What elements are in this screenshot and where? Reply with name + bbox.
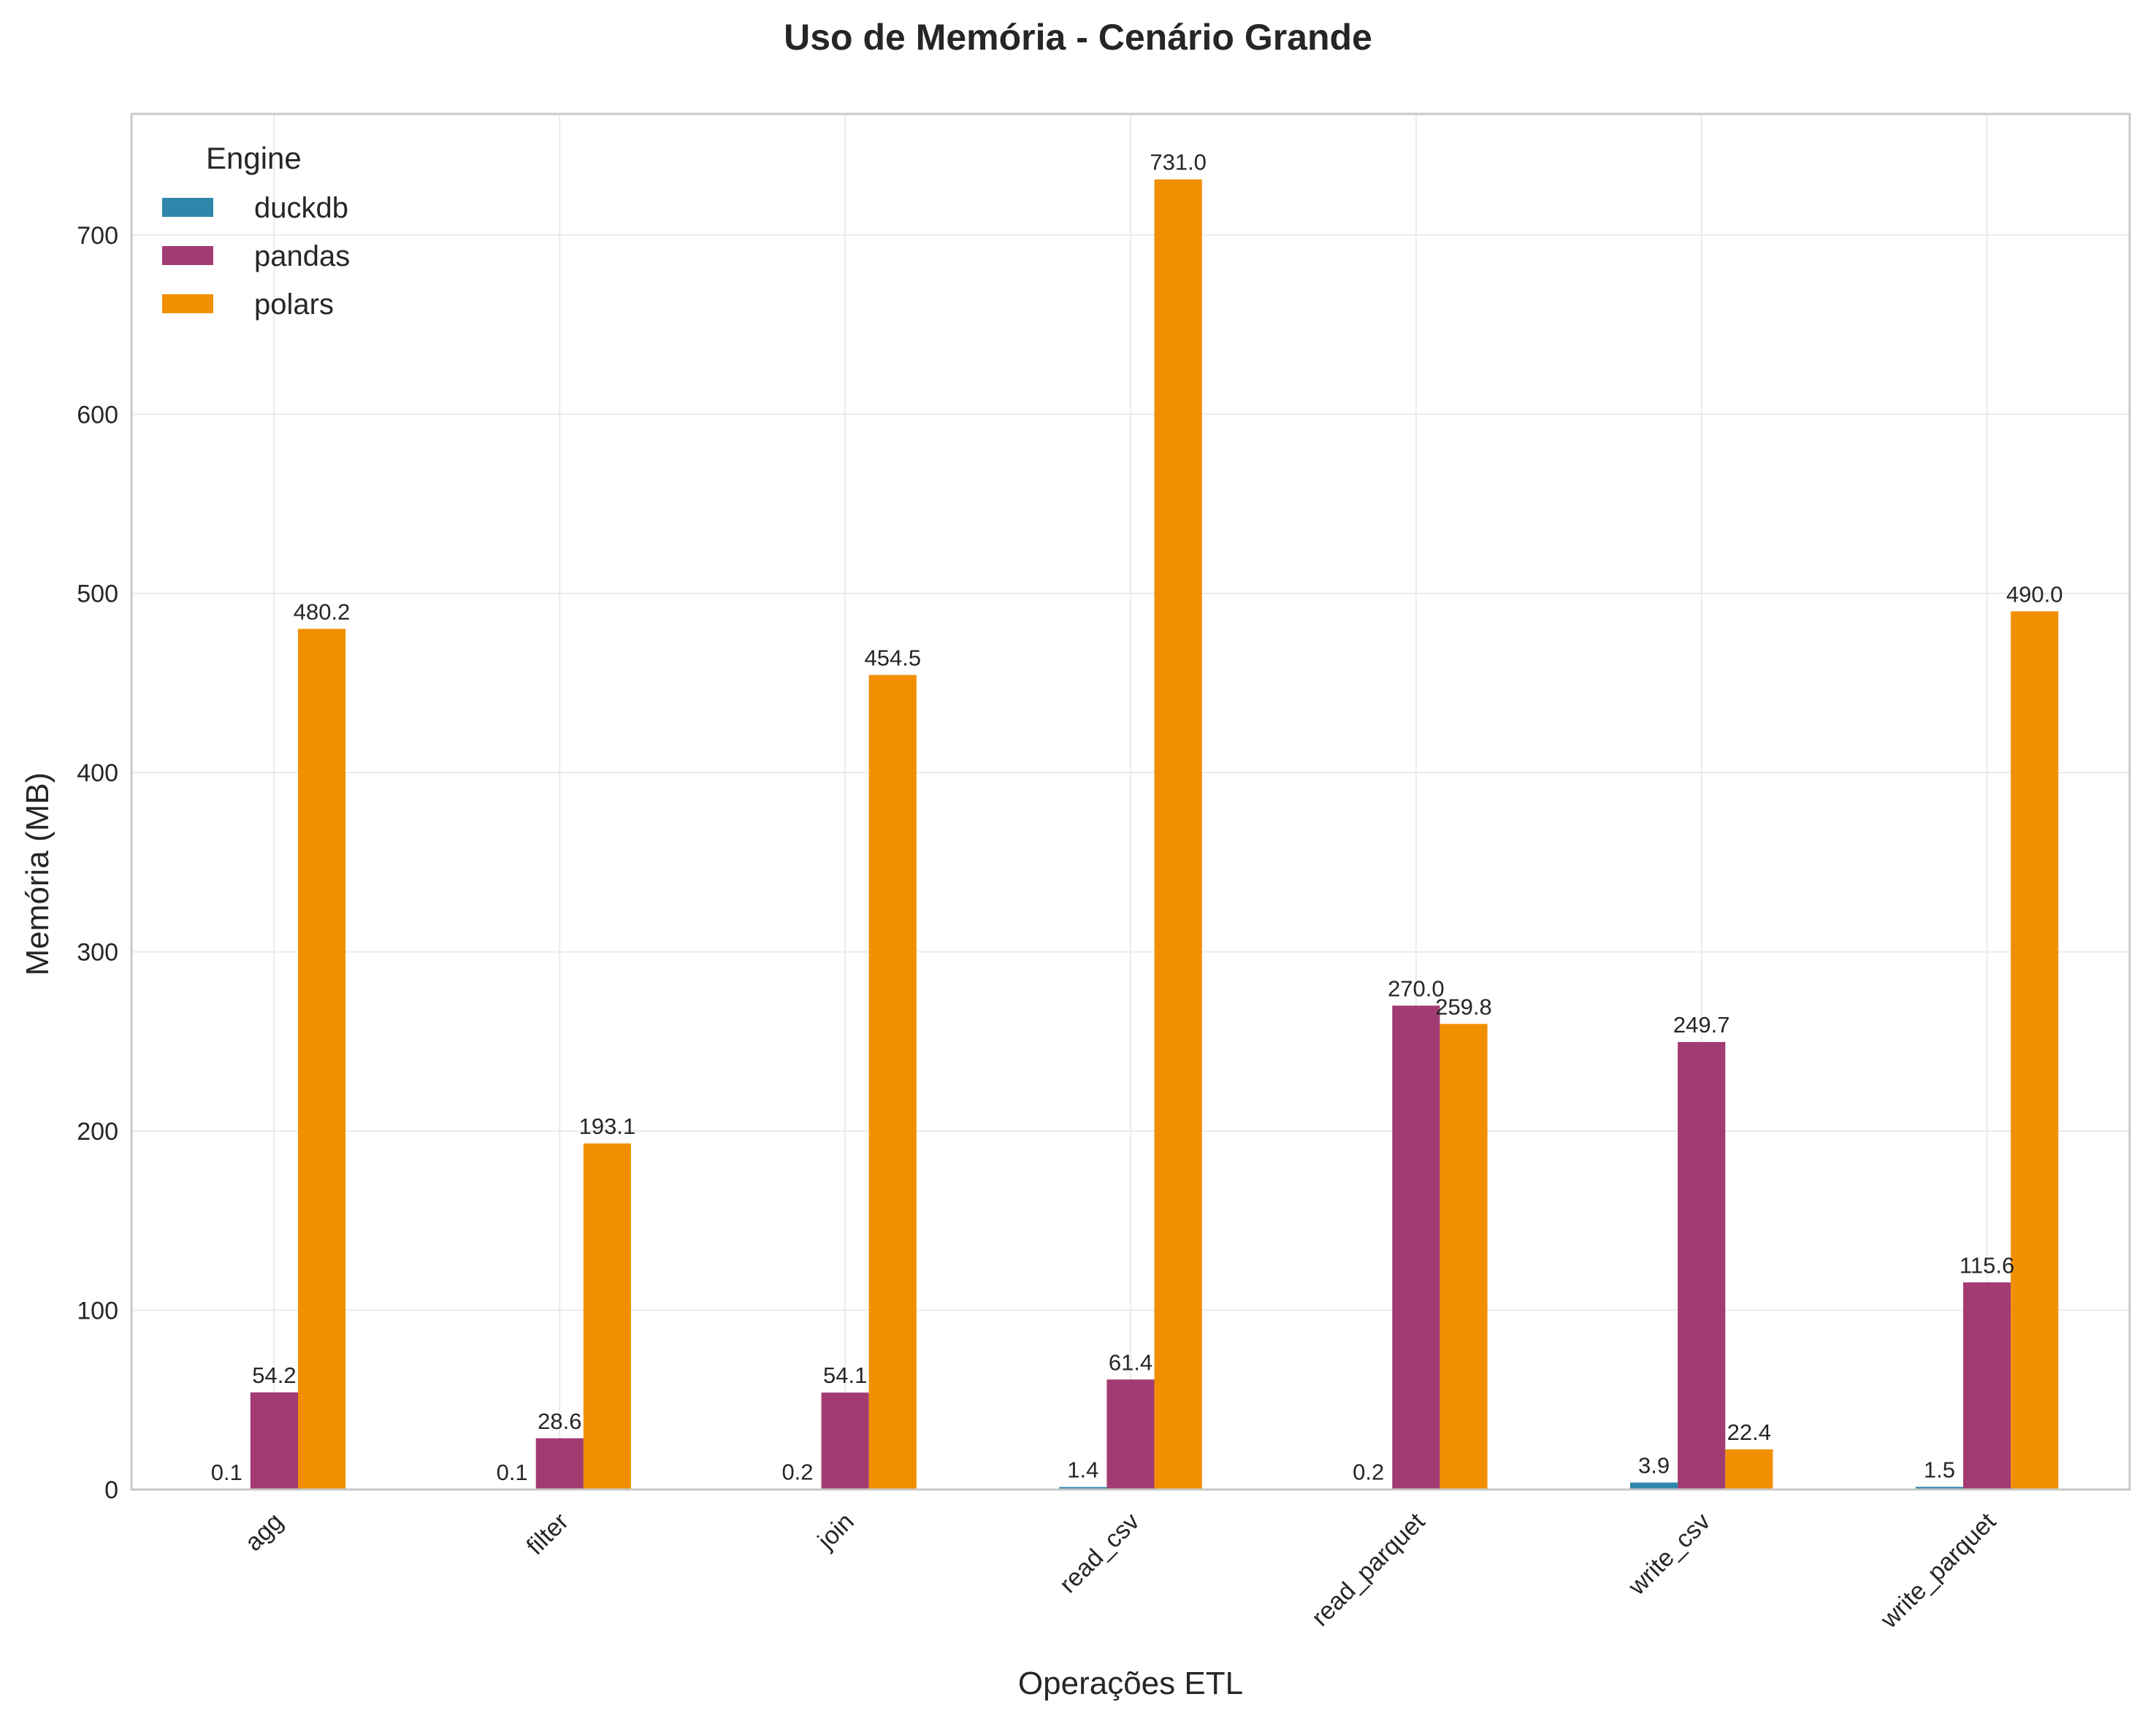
bar-pandas-join	[822, 1392, 869, 1490]
data-label: 731.0	[1150, 150, 1207, 175]
data-label: 22.4	[1727, 1419, 1771, 1445]
y-tick-label: 100	[77, 1298, 118, 1325]
bar-polars-read_csv	[1155, 180, 1202, 1490]
legend-swatch-duckdb	[162, 198, 213, 217]
data-label: 490.0	[2006, 581, 2063, 607]
y-tick-label: 300	[77, 939, 118, 967]
bar-pandas-read_csv	[1106, 1379, 1154, 1490]
y-axis-ticks: 0 100 200 300 400 500 600 700	[77, 222, 118, 1504]
legend-swatch-polars	[162, 294, 213, 313]
y-tick-label: 200	[77, 1118, 118, 1146]
data-label: 115.6	[1960, 1252, 2014, 1278]
data-label: 54.2	[252, 1362, 296, 1388]
data-label: 0.2	[1353, 1460, 1384, 1485]
x-tick-label: write_parquet	[1875, 1507, 2002, 1634]
data-label: 0.2	[781, 1460, 813, 1485]
x-tick-label: agg	[240, 1508, 288, 1557]
data-label: 454.5	[864, 645, 921, 670]
bar-polars-agg	[298, 629, 345, 1490]
data-label: 54.1	[823, 1362, 867, 1388]
x-axis-label: Operações ETL	[1018, 1666, 1243, 1701]
data-label: 193.1	[579, 1114, 636, 1139]
legend-title: Engine	[206, 141, 302, 175]
x-axis-ticks: agg filter join read_csv read_parquet write_c…	[240, 1507, 2002, 1634]
y-tick-label: 400	[77, 759, 118, 787]
data-label: 0.1	[211, 1460, 242, 1485]
chart-title: Uso de Memória - Cenário Grande	[784, 17, 1372, 58]
data-label: 480.2	[294, 599, 351, 624]
bar-polars-filter	[584, 1143, 631, 1490]
bar-polars-write_parquet	[2011, 611, 2058, 1490]
data-label: 0.1	[497, 1460, 528, 1485]
x-tick-label: read_parquet	[1307, 1507, 1431, 1631]
grid-lines	[131, 114, 2130, 1490]
x-tick-label: write_csv	[1623, 1508, 1716, 1601]
legend-swatch-pandas	[162, 246, 213, 265]
y-tick-label: 600	[77, 401, 118, 429]
y-tick-label: 500	[77, 580, 118, 608]
x-tick-label: filter	[521, 1508, 574, 1560]
legend-items: duckdb pandas polars	[162, 192, 350, 321]
bar-pandas-write_csv	[1678, 1042, 1725, 1490]
y-tick-label: 0	[104, 1476, 118, 1504]
data-label: 249.7	[1673, 1012, 1730, 1038]
data-label: 259.8	[1435, 994, 1492, 1019]
data-label: 61.4	[1109, 1349, 1152, 1375]
bar-polars-write_csv	[1725, 1449, 1773, 1490]
legend: Engine duckdb pandas polars	[162, 141, 350, 321]
bar-pandas-write_parquet	[1963, 1282, 2011, 1490]
data-label: 1.5	[1924, 1457, 1955, 1482]
y-tick-label: 700	[77, 222, 118, 250]
data-label: 28.6	[538, 1408, 581, 1434]
legend-label-polars: polars	[254, 288, 334, 321]
bar-pandas-agg	[251, 1392, 298, 1490]
y-axis-label: Memória (MB)	[20, 773, 56, 976]
x-tick-label: read_csv	[1054, 1508, 1144, 1598]
legend-label-duckdb: duckdb	[254, 192, 348, 224]
legend-label-pandas: pandas	[254, 240, 350, 272]
x-tick-label: join	[812, 1508, 860, 1555]
data-label: 1.4	[1067, 1457, 1098, 1483]
bar-polars-read_parquet	[1440, 1024, 1487, 1490]
data-label: 3.9	[1638, 1452, 1670, 1478]
bar-pandas-filter	[536, 1438, 584, 1490]
bar-polars-join	[869, 675, 917, 1490]
bar-pandas-read_parquet	[1392, 1005, 1440, 1490]
